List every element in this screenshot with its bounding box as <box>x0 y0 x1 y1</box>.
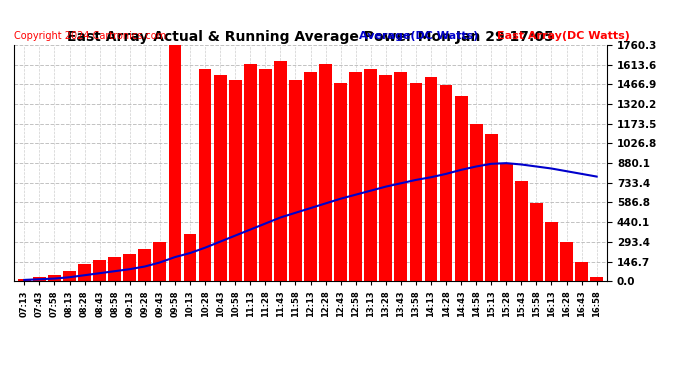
Bar <box>590 277 603 281</box>
Bar <box>424 77 437 281</box>
Bar <box>33 277 46 281</box>
Bar <box>274 61 287 281</box>
Bar <box>545 222 558 281</box>
Bar <box>410 82 422 281</box>
Bar <box>48 274 61 281</box>
Bar <box>289 80 302 281</box>
Bar <box>199 69 211 281</box>
Bar <box>63 270 76 281</box>
Bar <box>93 260 106 281</box>
Title: East Array Actual & Running Average Power Mon Jan 29 17:05: East Array Actual & Running Average Powe… <box>67 30 554 44</box>
Text: East Array(DC Watts): East Array(DC Watts) <box>497 32 630 41</box>
Bar <box>304 72 317 281</box>
Bar <box>575 262 588 281</box>
Bar <box>440 85 453 281</box>
Bar <box>560 242 573 281</box>
Bar <box>259 69 272 281</box>
Bar <box>124 254 136 281</box>
Bar <box>18 279 31 281</box>
Bar <box>395 72 407 281</box>
Bar <box>244 64 257 281</box>
Bar <box>184 234 197 281</box>
Bar <box>319 64 332 281</box>
Bar <box>485 134 497 281</box>
Text: Average(DC Watts): Average(DC Watts) <box>359 32 478 41</box>
Bar <box>108 257 121 281</box>
Bar <box>515 181 528 281</box>
Bar <box>229 80 242 281</box>
Bar <box>334 82 347 281</box>
Bar <box>349 72 362 281</box>
Bar <box>78 264 91 281</box>
Bar <box>168 45 181 281</box>
Bar <box>500 163 513 281</box>
Bar <box>455 96 468 281</box>
Text: Copyright 2024 Cartronics.com: Copyright 2024 Cartronics.com <box>14 32 166 41</box>
Bar <box>470 124 482 281</box>
Bar <box>153 242 166 281</box>
Bar <box>139 249 151 281</box>
Bar <box>214 75 226 281</box>
Bar <box>364 69 377 281</box>
Bar <box>530 202 543 281</box>
Bar <box>380 75 392 281</box>
